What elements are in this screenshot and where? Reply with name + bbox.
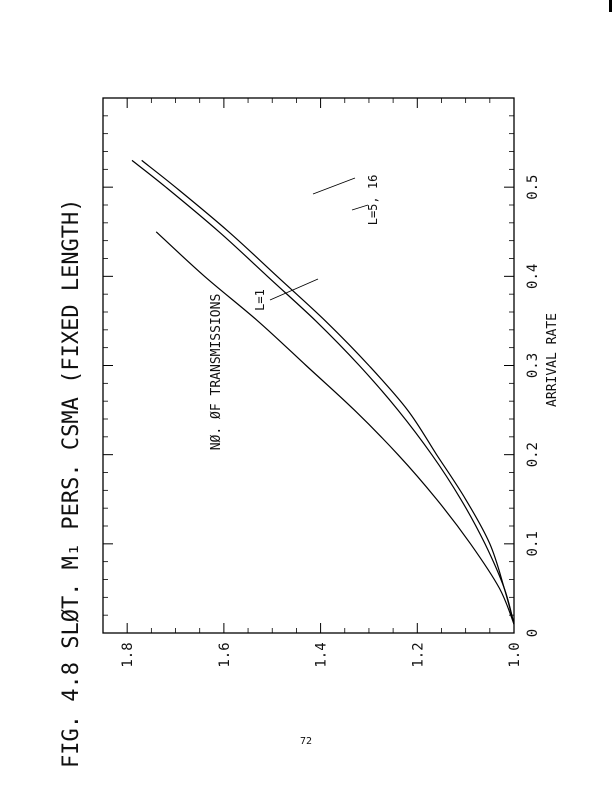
scan-edge-mark <box>609 0 612 12</box>
x-tick-label: 0 <box>525 629 541 637</box>
x-tick-label: 0.2 <box>525 442 541 467</box>
y-tick-label: 1.8 <box>120 642 136 667</box>
series-line-3 <box>141 159 515 625</box>
y-tick-label: 1.4 <box>314 642 330 667</box>
y-tick-label: 1.2 <box>410 642 426 667</box>
series-line-2 <box>131 159 515 625</box>
annotation-leader-l5-upper <box>312 177 356 195</box>
annotation-leader-l5-lower <box>351 204 369 211</box>
y-tick-label: 1.6 <box>217 642 233 667</box>
x-tick-label: 0.1 <box>525 531 541 556</box>
annotation-l1: L=1 <box>253 289 267 311</box>
y-tick-label: 1.0 <box>507 642 523 667</box>
annotation-l5-16: L=5, 16 <box>366 175 380 226</box>
x-tick-label: 0.5 <box>525 175 541 200</box>
annotation-leader-l1 <box>269 278 319 301</box>
x-axis-label: ARRIVAL RATE <box>545 313 560 407</box>
x-tick-label: 0.3 <box>525 353 541 378</box>
x-tick-label: 0.4 <box>525 264 541 289</box>
series-line-1 <box>155 231 515 625</box>
tick-label-layer: 0 0.1 0.2 0.3 0.4 0.5 1.0 1.2 1.4 1.6 1.8 <box>120 175 541 668</box>
curve-layer <box>131 159 515 625</box>
y-axis-label: NØ. ØF TRANSMISSIONS <box>209 294 224 451</box>
figure-title: FIG. 4.8 SLØT. M₁ PERS. CSMA (FIXED LENG… <box>59 198 84 768</box>
page-number: 72 <box>299 736 313 747</box>
tick-layer <box>102 98 515 634</box>
annotation-layer: L=1 L=5, 16 <box>253 175 380 311</box>
